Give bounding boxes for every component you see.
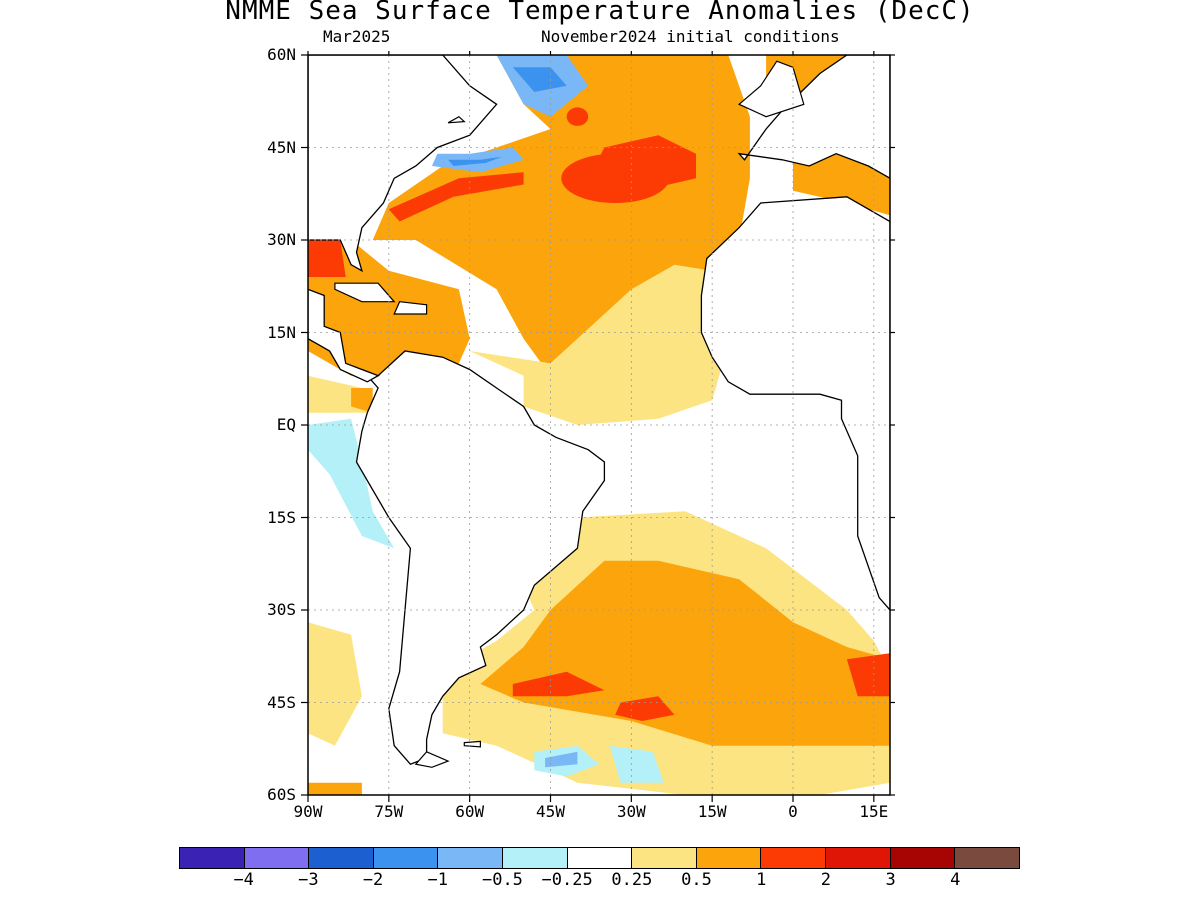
colorbar-label: 2 <box>820 870 832 890</box>
colorbar-swatch <box>567 848 633 868</box>
gulf-of-mexico-strong-area <box>308 240 346 277</box>
panama-warm-area <box>351 388 373 413</box>
lon-label: 60W <box>455 802 485 821</box>
colorbar-swatch <box>761 848 827 868</box>
colorbar-label: −3 <box>298 870 319 890</box>
cuba-land <box>334 282 396 303</box>
initial-conditions: November2024 initial conditions <box>541 27 840 46</box>
colorbar <box>179 847 1020 869</box>
colorbar-label: 1 <box>756 870 767 890</box>
colorbar-label: −0.25 <box>541 870 593 890</box>
land-mask <box>308 55 890 768</box>
colorbar-swatch <box>955 848 1019 868</box>
colorbar-label: 3 <box>885 870 896 890</box>
lat-label: 45S <box>267 692 296 712</box>
lat-label: 15N <box>267 322 296 342</box>
south-atlantic-strong-area <box>615 696 675 721</box>
colorbar-swatch <box>890 848 956 868</box>
lat-label: 60N <box>267 45 296 64</box>
colorbar-swatch <box>180 848 245 868</box>
chile-light-area <box>308 622 362 746</box>
colorbar-swatch <box>438 848 504 868</box>
gulf-stream-strong-area <box>388 172 524 222</box>
central-america-land <box>308 288 380 383</box>
lon-label: 0 <box>788 802 798 821</box>
colorbar-label: −1 <box>427 870 448 890</box>
labrador-core-cold-area <box>512 67 567 92</box>
axis-ticks <box>301 51 895 802</box>
argentine-strong-area <box>512 671 605 697</box>
anticosti-land <box>447 115 466 124</box>
map-title: NMME Sea Surface Temperature Anomalies (… <box>225 0 975 26</box>
hispaniola-land <box>393 301 428 315</box>
grand-banks-core-cold-area <box>448 156 502 166</box>
lat-label: 30S <box>267 600 296 619</box>
africa-land <box>700 196 890 611</box>
lon-label: 90W <box>293 802 323 821</box>
lon-label: 45W <box>536 802 565 821</box>
colorbar-swatch <box>309 848 374 868</box>
flemish-cap-strong-area <box>566 107 589 126</box>
colorbar-swatch <box>632 848 697 868</box>
drake-warm-area <box>308 782 362 795</box>
peru-cold-area <box>308 418 395 549</box>
north-america-land <box>308 55 498 273</box>
colorbar-label: 0.5 <box>681 870 712 890</box>
colorbar-swatch <box>826 848 891 868</box>
lon-label: 15E <box>859 802 889 821</box>
colorbar-label: 4 <box>950 870 961 890</box>
colorbar-label: −0.5 <box>481 870 523 890</box>
colorbar-label: −2 <box>362 870 384 890</box>
lat-label: 30N <box>267 230 296 249</box>
colorbar-swatch <box>244 848 310 868</box>
south-america-land <box>355 350 606 765</box>
south-cold-area <box>609 745 664 783</box>
lon-label: 30W <box>616 802 646 821</box>
lat-label: 60S <box>267 785 296 804</box>
lat-label: EQ <box>276 415 296 434</box>
colorbar-swatch <box>373 848 439 868</box>
tierra-del-fuego-land <box>414 751 450 768</box>
azores-strong-area <box>561 153 670 203</box>
southwest-core-cold-area <box>545 751 578 768</box>
colorbar-label: 0.25 <box>611 870 653 890</box>
forecast-month: Mar2025 <box>323 27 391 46</box>
lon-label: 75W <box>374 802 404 821</box>
colorbar-label: −4 <box>233 870 254 890</box>
agulhas-strong-area <box>846 653 890 697</box>
lon-label: 15W <box>697 802 727 821</box>
colorbar-swatch <box>696 848 762 868</box>
south-atlantic-warm-area <box>480 560 890 746</box>
falklands-land <box>463 740 481 748</box>
lat-label: 15S <box>267 507 296 527</box>
colorbar-swatch <box>503 848 568 868</box>
lat-label: 45N <box>267 137 296 157</box>
